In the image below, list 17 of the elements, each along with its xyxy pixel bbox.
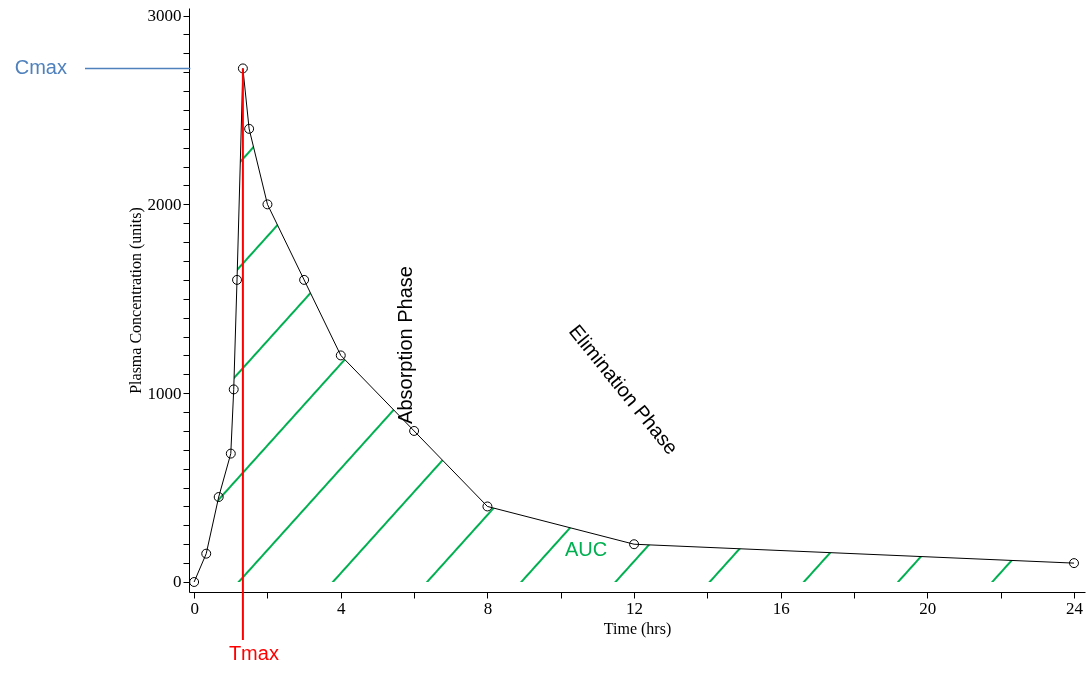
series-label: AUC <box>564 538 608 560</box>
x-tick-label: 12 <box>626 598 644 618</box>
x-tick-label: 20 <box>919 598 937 618</box>
y-tick-label: 2000 <box>147 194 182 214</box>
x-tick-label: 0 <box>190 598 199 618</box>
x-tick-label: 16 <box>772 598 790 618</box>
x-axis-title: Time (hrs) <box>603 619 672 638</box>
ref-line-label: Tmax <box>228 642 279 664</box>
x-tick-label: 8 <box>483 598 493 618</box>
y-tick-label: 0 <box>173 572 182 592</box>
x-tick-label: 24 <box>1066 598 1084 618</box>
y-tick-label: 3000 <box>147 6 182 26</box>
ref-line-label: Cmax <box>14 56 67 79</box>
x-tick-label: 4 <box>337 598 347 618</box>
y-axis-title: Plasma Concentration (units) <box>126 207 145 394</box>
y-tick-label: 1000 <box>147 383 182 403</box>
annotation: Absorption Phase <box>394 266 416 424</box>
